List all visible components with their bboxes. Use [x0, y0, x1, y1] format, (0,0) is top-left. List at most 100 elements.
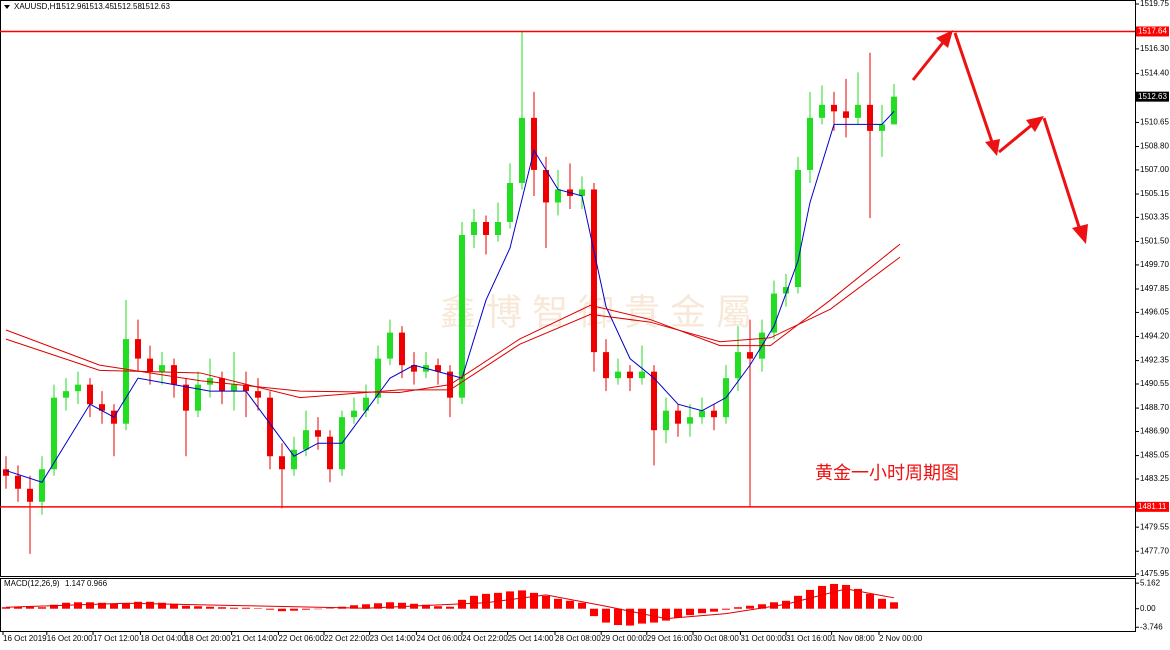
menu-arrow: [4, 5, 10, 9]
level-label: 1481.11: [1138, 502, 1167, 511]
annotation: 黄金一小时周期图: [815, 463, 959, 484]
y-tick-label: 1516.30: [1140, 44, 1169, 53]
x-tick-label: 31 Oct 00:00: [740, 634, 786, 643]
macd-bar: [194, 606, 202, 609]
candle-body: [663, 410, 669, 431]
candle-body: [63, 391, 69, 398]
y-tick-label: 1497.85: [1140, 284, 1169, 293]
candle-body: [519, 117, 525, 183]
macd-bar: [362, 604, 370, 609]
y-tick-label: 0.00: [1140, 604, 1156, 613]
candle-body: [627, 371, 633, 379]
x-tick-label: 16 Oct 2019: [3, 634, 47, 643]
macd-bar: [326, 608, 334, 609]
candle-body: [639, 371, 645, 379]
candle-body: [351, 410, 357, 418]
candle-body: [891, 96, 897, 125]
y-tick-label: 1510.65: [1140, 118, 1169, 127]
candle-body: [159, 365, 165, 372]
macd-bar: [854, 588, 862, 609]
candle-body: [675, 410, 681, 424]
macd-bar: [530, 592, 538, 609]
macd-bar: [470, 595, 478, 609]
x-tick-label: 22 Oct 06:00: [278, 634, 324, 643]
candle-body: [579, 189, 585, 196]
moving-average: [5, 111, 895, 483]
candle-body: [435, 365, 441, 372]
candle-body: [471, 221, 477, 235]
macd-bar: [290, 608, 298, 611]
candle-body: [831, 104, 837, 112]
candle-body: [783, 287, 789, 294]
candle-body: [651, 371, 657, 431]
candle-body: [507, 182, 513, 222]
x-tick-label: 30 Oct 08:00: [693, 634, 739, 643]
candle-body: [255, 391, 261, 398]
candle-body: [87, 384, 93, 405]
candle-body: [123, 339, 129, 424]
candle-body: [327, 436, 333, 470]
macd-bar: [638, 608, 646, 624]
y-tick-label: 1519.75: [1140, 0, 1169, 8]
x-tick-label: 17 Oct 12:00: [93, 634, 139, 643]
macd-bar: [350, 605, 358, 609]
candle-body: [603, 352, 609, 379]
candle-body: [291, 449, 297, 470]
arrow: [1042, 117, 1082, 231]
macd-bar: [110, 603, 118, 609]
candle-body: [795, 169, 801, 288]
macd-bar: [446, 606, 454, 609]
candle-body: [243, 384, 249, 392]
candle-body: [771, 293, 777, 333]
macd-bar: [2, 607, 10, 609]
macd-bar: [710, 608, 718, 612]
macd-bar: [698, 608, 706, 614]
candle-body: [711, 410, 717, 418]
candle-body: [15, 475, 21, 489]
candle-body: [867, 104, 873, 131]
macd-bar: [374, 603, 382, 609]
x-tick-label: 2 Nov 00:00: [879, 634, 923, 643]
candle-body: [483, 221, 489, 235]
y-tick-label: 1499.70: [1140, 260, 1169, 269]
macd-bar: [398, 602, 406, 609]
candle-body: [27, 488, 33, 502]
arrow-head: [985, 139, 1000, 156]
macd-bar: [302, 608, 310, 610]
y-tick-label: 1492.35: [1140, 356, 1169, 365]
macd-bar: [422, 604, 430, 609]
x-tick-label: 24 Oct 06:00: [416, 634, 462, 643]
macd-bar: [770, 602, 778, 609]
candle-body: [279, 456, 285, 470]
y-tick-label: 1486.90: [1140, 427, 1169, 436]
candle-body: [819, 104, 825, 118]
quote: 1512.63: [141, 2, 170, 11]
macd-bar: [794, 595, 802, 609]
y-tick-label: 1496.05: [1140, 308, 1169, 317]
macd-bar: [878, 598, 886, 609]
x-tick-label: 23 Oct 14:00: [370, 634, 416, 643]
x-tick-label: 16 Oct 20:00: [47, 634, 93, 643]
candle-body: [747, 352, 753, 359]
y-tick-label: 1508.80: [1140, 142, 1169, 151]
y-tick-label: 1505.15: [1140, 189, 1169, 198]
y-tick-label: 1514.40: [1140, 69, 1169, 78]
candle-body: [399, 332, 405, 366]
macd-bar: [806, 589, 814, 609]
y-tick-label: 1494.20: [1140, 332, 1169, 341]
moving-average: [5, 256, 901, 399]
macd-bar: [254, 608, 262, 609]
candle-body: [555, 189, 561, 203]
macd-bar: [518, 590, 526, 609]
x-tick-label: 31 Oct 16:00: [786, 634, 832, 643]
candle-body: [195, 384, 201, 411]
signal-line: [5, 588, 895, 620]
macd-bar: [578, 602, 586, 609]
candle-body: [375, 358, 381, 398]
macd-bar: [182, 605, 190, 609]
candle-body: [147, 358, 153, 372]
macd-bar: [554, 598, 562, 609]
candle-body: [99, 404, 105, 411]
candle-body: [411, 365, 417, 372]
